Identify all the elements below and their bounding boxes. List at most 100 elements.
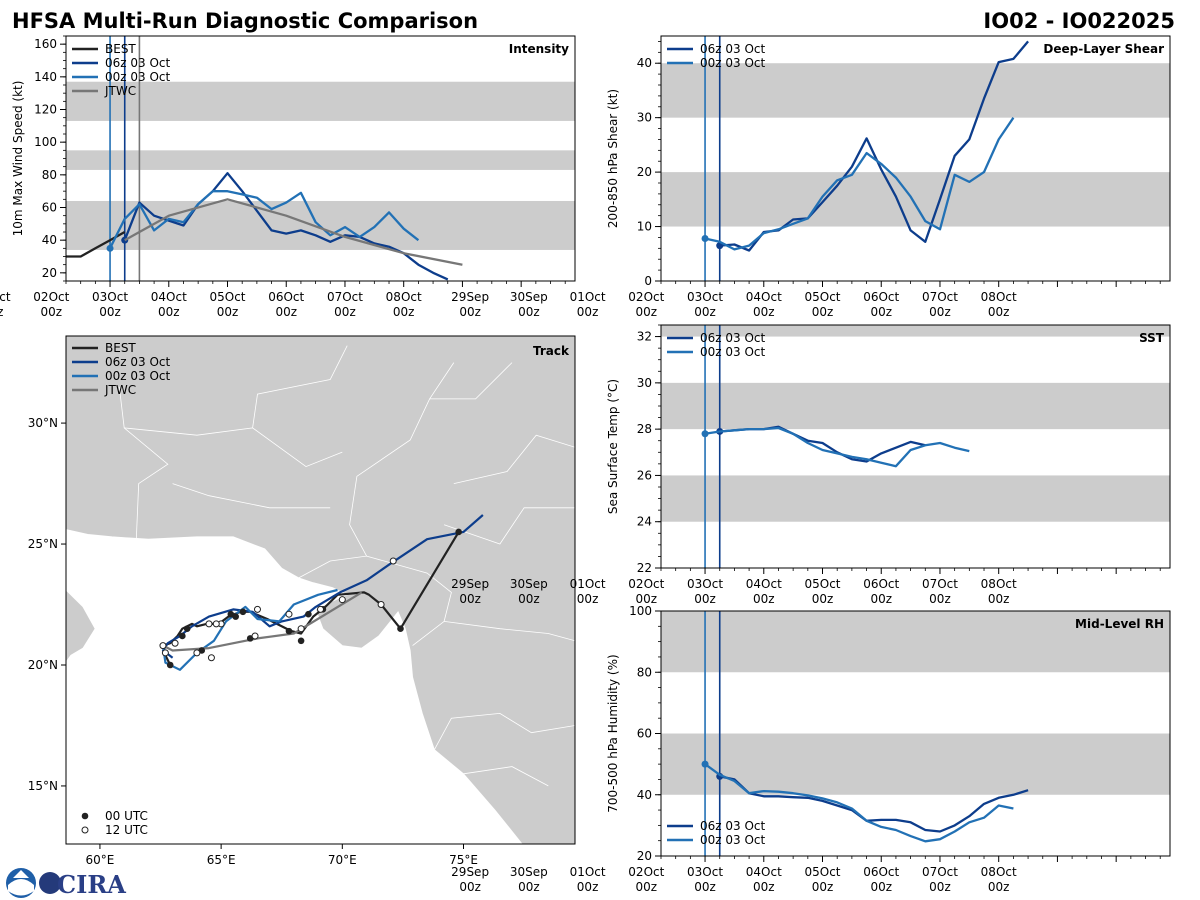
x-tick-label-date: 01Oct — [570, 577, 606, 591]
x-tick-label-date: 29Sep — [451, 290, 489, 304]
map-frame — [65, 335, 576, 845]
x-tick-label-date: 02Oct — [33, 290, 69, 304]
y-axis-label: 200-850 hPa Shear (kt) — [606, 89, 620, 228]
y-tick-label: 60 — [637, 727, 652, 741]
y-axis-label: 700-500 hPa Humidity (%) — [606, 654, 620, 812]
x-tick-label-hour: 00z — [636, 305, 658, 319]
legend-label: 00 UTC — [105, 809, 148, 823]
series-line-run06 — [719, 425, 926, 463]
track-line-run06 — [161, 514, 484, 659]
admin-border — [124, 345, 348, 436]
x-tick-label-date: 03Oct — [92, 290, 128, 304]
cira-logo-text: CIRA — [57, 870, 126, 899]
x-tick-label-date: 07Oct — [327, 290, 363, 304]
admin-border — [366, 555, 452, 646]
x-tick-label-date: 29Sep — [451, 577, 489, 591]
noaa-logo-wave — [8, 879, 34, 896]
track-marker-12utc — [205, 620, 213, 628]
x-tick-label-hour: 00z — [694, 880, 716, 894]
shaded-band — [661, 611, 1170, 673]
x-tick-label-hour: 00z — [753, 305, 775, 319]
x-tick-label-hour: 00z — [393, 305, 415, 319]
y-tick-label: 26 — [637, 468, 652, 482]
x-tick-label-hour: 00z — [812, 592, 834, 606]
shaded-band — [661, 63, 1170, 118]
y-tick-label: 10 — [637, 220, 652, 234]
lon-tick-label: 75°E — [449, 853, 478, 867]
series-start-marker — [701, 235, 709, 243]
x-tick-label-date: 03Oct — [687, 577, 723, 591]
track-marker-12utc — [159, 642, 167, 650]
x-tick-label-hour: 00z — [870, 880, 892, 894]
x-tick-label-hour: 00z — [812, 880, 834, 894]
x-tick-label-date: 08Oct — [981, 577, 1017, 591]
y-tick-label: 40 — [42, 233, 57, 247]
plot-area — [701, 325, 970, 568]
legend-label: JTWC — [104, 84, 136, 98]
plot-frame — [660, 610, 1171, 857]
shaded-band — [661, 172, 1170, 227]
y-tick-label: 120 — [34, 103, 57, 117]
x-tick-label-date: 07Oct — [922, 577, 958, 591]
x-tick-label-hour: 00z — [459, 880, 481, 894]
x-tick-label-hour: 00z — [41, 305, 63, 319]
series-line-run06 — [719, 775, 1029, 833]
track-marker-12utc — [253, 605, 261, 613]
lat-tick-label: 15°N — [28, 779, 58, 793]
lat-tick-label: 25°N — [28, 537, 58, 551]
shaded-band — [66, 150, 575, 170]
track-marker-00utc — [179, 632, 186, 640]
legend-label: 06z 03 Oct — [105, 355, 171, 369]
x-tick-label-date: 07Oct — [922, 865, 958, 879]
panel-title: Intensity — [509, 42, 569, 56]
legend-marker-12utc — [81, 826, 89, 834]
x-tick-label-date: 30Sep — [510, 865, 548, 879]
x-tick-label-date: 05Oct — [804, 865, 840, 879]
lon-tick-label: 60°E — [86, 853, 115, 867]
track-marker-00utc — [285, 627, 293, 635]
x-tick-label-hour: 00z — [812, 305, 834, 319]
admin-border — [444, 621, 575, 642]
admin-border — [298, 362, 455, 579]
series-line-run00 — [108, 190, 420, 249]
legend-label: 12 UTC — [105, 823, 148, 837]
series-start-marker — [106, 244, 114, 252]
x-tick-label-date: 04Oct — [746, 577, 782, 591]
x-tick-label-hour: 00z — [870, 305, 892, 319]
legend-label: 00z 03 Oct — [105, 70, 171, 84]
x-tick-label-hour: 00z — [988, 880, 1010, 894]
x-tick-label-date: 01Oct — [570, 290, 606, 304]
admin-border — [453, 434, 575, 484]
series-line-jtwc — [124, 198, 463, 266]
x-tick-label-hour: 00z — [99, 305, 121, 319]
series-line-run00 — [704, 426, 970, 468]
track-marker-12utc — [338, 596, 346, 604]
y-tick-label: 28 — [637, 422, 652, 436]
legend-label: 00z 03 Oct — [700, 56, 766, 70]
x-tick-label-date: 29Sep — [451, 865, 489, 879]
x-tick-label-date: 05Oct — [804, 577, 840, 591]
x-tick-label-hour: 00z — [694, 592, 716, 606]
x-tick-label-date: 04Oct — [746, 865, 782, 879]
y-tick-label: 30 — [637, 111, 652, 125]
admin-border — [429, 362, 513, 400]
land-arabia — [66, 589, 96, 663]
x-tick-label-hour: 00z — [518, 880, 540, 894]
legend-label: 06z 03 Oct — [105, 56, 171, 70]
y-tick-label: 22 — [637, 561, 652, 575]
x-tick-label-hour: 00z — [334, 305, 356, 319]
x-tick-label-hour: 00z — [577, 592, 599, 606]
x-tick-label-date: 01Oct — [570, 865, 606, 879]
track-marker-12utc — [193, 649, 201, 657]
x-tick-label-hour: 00z — [0, 305, 3, 319]
x-tick-label-date: 06Oct — [268, 290, 304, 304]
series-line-run00 — [704, 763, 1014, 843]
x-tick-label-hour: 00z — [870, 592, 892, 606]
legend-label: JTWC — [104, 383, 136, 397]
track-marker-12utc — [207, 654, 215, 662]
x-tick-label-date: 08Oct — [981, 865, 1017, 879]
x-tick-label-date: 02Oct — [628, 577, 664, 591]
x-tick-label-hour: 00z — [988, 592, 1010, 606]
x-tick-label-hour: 00z — [158, 305, 180, 319]
